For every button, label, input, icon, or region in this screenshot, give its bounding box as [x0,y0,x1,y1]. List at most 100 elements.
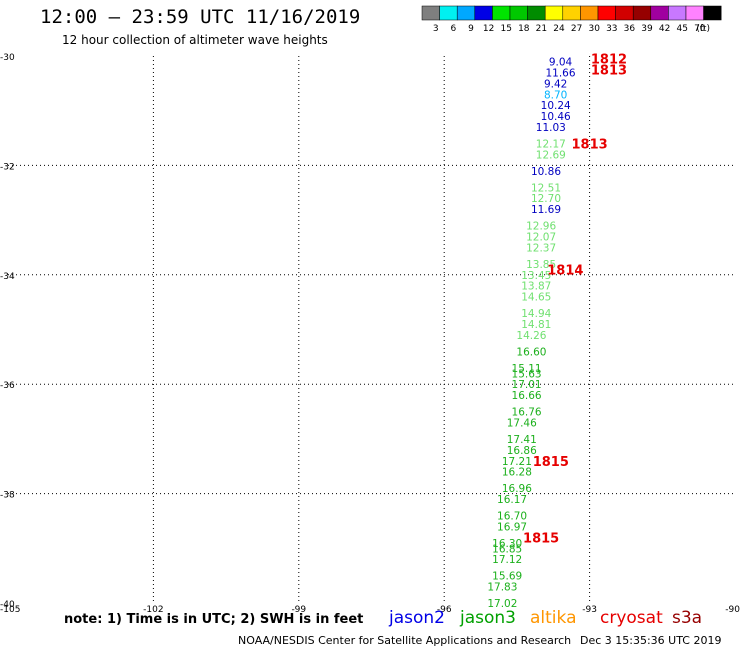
y-tick-label: -40 [0,600,15,610]
colorbar-label: 70 [694,24,706,34]
wave-height-label: 17.21 [502,456,532,468]
colorbar-label: 9 [468,24,474,34]
colorbar-label: 15 [500,24,511,34]
wave-height-label: 16.97 [497,521,527,533]
wave-height-label: 16.17 [497,494,527,506]
legend-jason3: jason3 [460,608,516,628]
wave-height-label: 12.07 [526,232,556,244]
time-label: 1813 [572,138,608,153]
wave-height-label: 11.69 [531,204,561,216]
colorbar-swatch [456,5,476,21]
colorbar-label: 30 [588,24,600,34]
y-tick-label: -32 [0,162,15,172]
time-label: 1815 [533,455,569,470]
legend-jason2: jason2 [389,608,445,628]
colorbar-swatch [527,5,546,21]
wave-height-label: 9.42 [544,78,567,90]
colorbar-label: 42 [659,24,670,34]
colorbar-swatch [703,5,722,21]
wave-height-label: 16.85 [492,543,522,555]
wave-height-label: 12.96 [526,221,556,233]
legend-s3a: s3a [672,608,703,628]
wave-height-label: 14.26 [516,330,546,342]
wave-height-label: 10.24 [541,100,571,112]
footer-credit: NOAA/NESDIS Center for Satellite Applica… [238,634,572,647]
wave-height-label: 15.63 [512,368,542,380]
colorbar-label: 24 [553,24,565,34]
colorbar-label: 18 [518,24,530,34]
wave-height-label: 14.81 [521,319,551,331]
wave-height-label: 17.02 [487,598,517,610]
chart-title: 12:00 — 23:59 UTC 11/16/2019 [40,6,361,28]
wave-height-label: 12.17 [536,139,566,151]
colorbar-swatch [597,5,616,21]
colorbar-label: 36 [624,24,636,34]
colorbar-swatch [580,5,599,21]
y-tick-label: -30 [0,53,15,63]
time-label: 1815 [523,531,559,546]
wave-height-label: 13.85 [526,259,556,271]
wave-height-label: 16.86 [507,445,537,457]
wave-height-label: 10.86 [531,166,561,178]
colorbar-swatch [492,5,511,21]
time-label: 1814 [547,263,583,278]
colorbar-label: 39 [641,24,653,34]
x-tick-label: -99 [291,605,306,615]
wave-height-label: 16.70 [497,510,527,522]
colorbar-swatch [650,5,669,21]
colorbar-label: 12 [483,24,494,34]
wave-height-label: 17.01 [512,379,542,391]
colorbar-label: 27 [571,24,582,34]
colorbar-swatch [474,5,493,21]
footer-date: Dec 3 15:35:36 UTC 2019 [580,634,722,647]
colorbar-label: 45 [676,24,687,34]
time-label: 1812 [591,53,627,68]
colorbar-label: 6 [451,24,457,34]
wave-height-label: 17.83 [487,582,517,594]
legend-cryosat: cryosat [600,608,663,628]
legend-note: note: 1) Time is in UTC; 2) SWH is in fe… [64,612,364,627]
x-tick-label: -102 [143,605,163,615]
colorbar-swatch [421,5,440,21]
colorbar-swatch [509,5,528,21]
wave-height-label: 12.51 [531,182,561,194]
x-tick-label: -105 [0,605,20,615]
x-tick-label: -93 [582,605,597,615]
colorbar-label: 3 [433,24,439,34]
wave-height-label: 14.65 [521,292,551,304]
colorbar-label: 33 [606,24,617,34]
wave-height-label: 13.87 [521,281,551,293]
colorbar-swatch [685,5,704,21]
colorbar-unit: (ft) [696,24,710,34]
colorbar-label: 21 [536,24,547,34]
colorbar: 3 6 9 12 15 18 21 24 27 30 33 36 39 42 45 70(ft) [421,5,722,34]
x-tick-label: -90 [725,605,740,615]
colorbar-swatch [615,5,634,21]
y-tick-label: -34 [0,272,15,282]
wave-height-label: 16.30 [492,538,522,550]
wave-height-label: 16.66 [512,390,542,402]
colorbar-swatch [668,5,687,21]
wave-height-label: 13.45 [521,270,551,282]
wave-height-label: 17.41 [507,434,537,446]
wave-height-label: 16.96 [502,483,532,495]
wave-height-label: 11.03 [536,122,566,134]
colorbar-swatch [544,5,564,21]
grid-lines [8,56,735,603]
chart-subtitle: 12 hour collection of altimeter wave hei… [62,33,328,47]
wave-height-label: 9.04 [549,56,573,68]
wave-height-label: 8.70 [544,89,567,101]
wave-height-label: 15.69 [492,571,522,583]
y-tick-label: -38 [0,491,15,501]
wave-height-label: 12.69 [536,149,566,161]
colorbar-swatch [632,5,652,21]
colorbar-swatch [562,5,581,21]
wave-height-label: 17.46 [507,417,537,429]
wave-height-label: 16.28 [502,467,532,479]
legend-altika: altika [530,608,577,628]
data-points: 9.0411.669.428.7010.2410.4611.0312.1712.… [487,56,576,610]
wave-height-label: 16.76 [512,407,542,419]
wave-height-label: 15.11 [512,363,542,375]
